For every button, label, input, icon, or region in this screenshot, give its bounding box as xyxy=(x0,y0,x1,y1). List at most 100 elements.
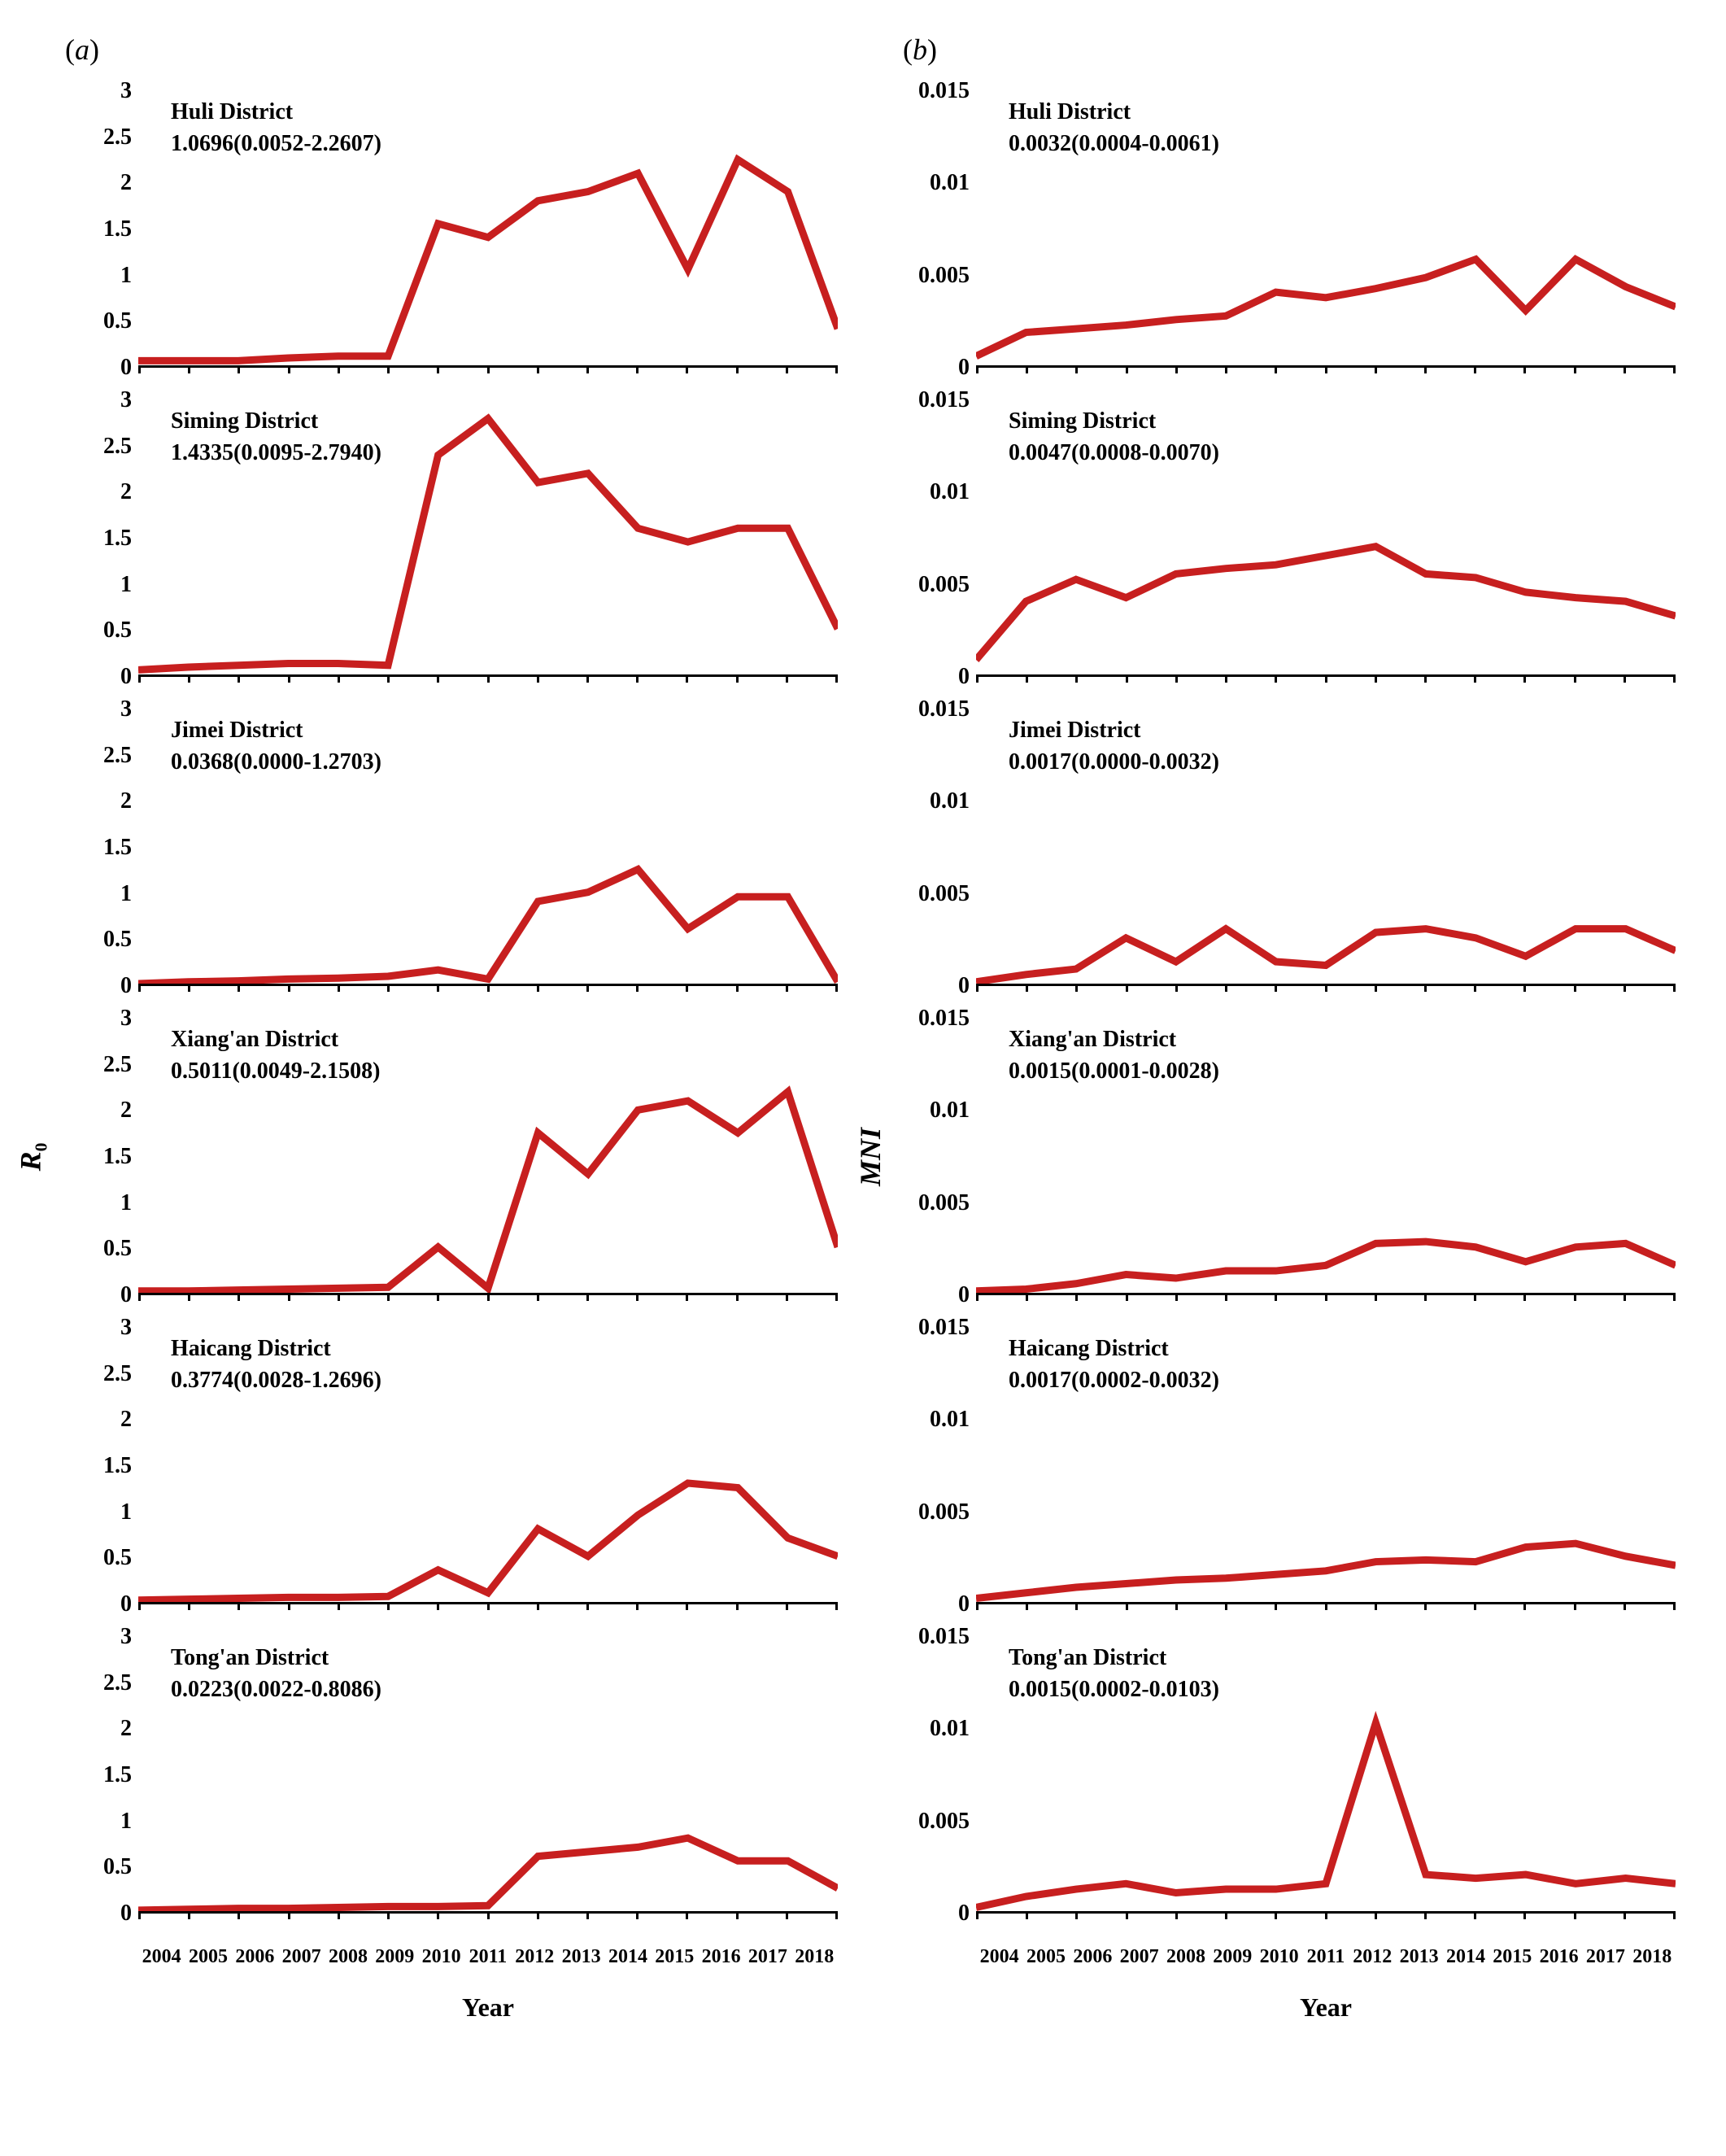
chart-a-3: 32.521.510.50Xiang'an District0.5011(0.0… xyxy=(49,1019,838,1295)
x-tick-label: 2007 xyxy=(1116,1946,1162,1968)
x-tick-label: 2009 xyxy=(372,1946,418,1968)
series-line xyxy=(138,159,838,360)
chart-subtitle: 0.0223(0.0022-0.8086) xyxy=(171,1674,381,1705)
y-ticks: 0.0150.010.0050 xyxy=(887,709,976,986)
x-tick-label: 2004 xyxy=(138,1946,185,1968)
series-line xyxy=(138,870,838,984)
series-line xyxy=(976,1242,1676,1291)
chart-title-block: Tong'an District 0.0015(0.0002-0.0103) xyxy=(1009,1642,1219,1705)
x-tick-label: 2014 xyxy=(1442,1946,1488,1968)
chart-b-5: 0.0150.010.0050 Tong'an District 0.0015(0.… xyxy=(887,1637,1676,1914)
x-tick-label: 2018 xyxy=(1629,1946,1676,1968)
y-ticks: 0.0150.010.0050 xyxy=(887,91,976,368)
x-tick-label: 2006 xyxy=(1070,1946,1116,1968)
series-line xyxy=(138,1092,838,1291)
chart-title: Siming District xyxy=(171,408,318,434)
x-tick-label: 2012 xyxy=(1349,1946,1396,1968)
x-tickmarks xyxy=(138,365,838,373)
x-tick-label: 2005 xyxy=(185,1946,231,1968)
chart-title: Xiang'an District xyxy=(171,1027,338,1052)
x-tick-label: 2012 xyxy=(512,1946,558,1968)
y-ticks: 0.0150.010.0050 xyxy=(887,400,976,677)
chart-a-5: 32.521.510.50 Tong'an District0.0223(0.00… xyxy=(49,1637,838,1914)
chart-subtitle: 0.5011(0.0049-2.1508) xyxy=(171,1055,380,1087)
chart-title-block: Haicang District0.0017(0.0002-0.0032) xyxy=(1009,1333,1219,1396)
panel-label-b: b xyxy=(903,33,1676,67)
chart-title-block: Jimei District 0.0017(0.0000-0.0032) xyxy=(1009,714,1219,778)
chart-b-3: 0.0150.010.0050 Xiang'an District 0.0015(0… xyxy=(887,1019,1676,1295)
chart-title-block: Jimei District0.0368(0.0000-1.2703) xyxy=(171,714,381,778)
x-tick-label: 2015 xyxy=(1489,1946,1536,1968)
x-tickmarks xyxy=(976,1602,1676,1610)
chart-subtitle: 1.0696(0.0052-2.2607) xyxy=(171,128,381,159)
column-a-charts: 32.521.510.50 Huli District 1.0696(0.0052-… xyxy=(49,91,838,1946)
x-tick-label: 2011 xyxy=(464,1946,511,1968)
chart-title-block: Tong'an District0.0223(0.0022-0.8086) xyxy=(171,1642,381,1705)
column-b: b 0.0150.010.0050 Huli District0.0032(0.0… xyxy=(887,33,1676,2023)
x-tick-label: 2010 xyxy=(1256,1946,1302,1968)
x-tickmarks xyxy=(976,1293,1676,1301)
x-ticks-a: 2004200520062007200820092010201120122013… xyxy=(138,1946,838,1968)
chart-a-2: 32.521.510.50 Jimei District0.0368(0.0000… xyxy=(49,709,838,986)
x-tickmarks xyxy=(976,984,1676,992)
chart-subtitle: 1.4335(0.0095-2.7940) xyxy=(171,437,381,469)
x-tick-label: 2017 xyxy=(744,1946,791,1968)
x-tickmarks xyxy=(976,1911,1676,1919)
chart-title: Xiang'an District xyxy=(1009,1027,1176,1052)
series-line xyxy=(976,1723,1676,1908)
chart-title-block: Huli District0.0032(0.0004-0.0061) xyxy=(1009,96,1219,159)
x-tick-label: 2009 xyxy=(1210,1946,1256,1968)
x-tick-label: 2011 xyxy=(1302,1946,1349,1968)
chart-title: Huli District xyxy=(171,99,293,124)
chart-subtitle: 0.0017(0.0000-0.0032) xyxy=(1009,746,1219,778)
x-tick-label: 2006 xyxy=(232,1946,278,1968)
x-tick-label: 2010 xyxy=(418,1946,464,1968)
x-tick-label: 2014 xyxy=(604,1946,651,1968)
chart-title: Jimei District xyxy=(1009,718,1141,743)
x-ticks-b: 2004200520062007200820092010201120122013… xyxy=(976,1946,1676,1968)
chart-title: Siming District xyxy=(1009,408,1156,434)
x-tick-label: 2016 xyxy=(1536,1946,1582,1968)
x-tick-label: 2007 xyxy=(278,1946,325,1968)
x-tick-label: 2015 xyxy=(652,1946,698,1968)
chart-title-block: Haicang District 0.3774(0.0028-1.2696) xyxy=(171,1333,381,1396)
y-axis-label: R0 xyxy=(13,1143,51,1172)
x-tick-label: 2018 xyxy=(791,1946,838,1968)
x-tickmarks xyxy=(138,984,838,992)
series-line xyxy=(976,929,1676,982)
series-line xyxy=(138,1483,838,1600)
chart-title-block: Xiang'an District 0.5011(0.0049-2.1508) xyxy=(171,1023,380,1087)
chart-title-block: Xiang'an District 0.0015(0.0001-0.0028) xyxy=(1009,1023,1219,1087)
figure-grid: a 32.521.510.50 Huli District 1.0696(0.005… xyxy=(49,33,1676,2023)
x-tick-label: 2008 xyxy=(325,1946,371,1968)
y-ticks: 0.0150.010.0050 xyxy=(887,1637,976,1914)
y-ticks: 0.0150.010.0050 xyxy=(887,1019,976,1295)
panel-label-a: a xyxy=(65,33,838,67)
chart-title: Huli District xyxy=(1009,99,1131,124)
series-line xyxy=(976,260,1676,356)
chart-title-block: Huli District 1.0696(0.0052-2.2607) xyxy=(171,96,381,159)
x-tick-label: 2005 xyxy=(1022,1946,1069,1968)
chart-a-1: 32.521.510.50 Siming District 1.4335(0.009… xyxy=(49,400,838,677)
chart-title: Haicang District xyxy=(171,1336,331,1361)
chart-title: Tong'an District xyxy=(1009,1645,1166,1670)
chart-title: Haicang District xyxy=(1009,1336,1169,1361)
chart-subtitle: 0.0015(0.0001-0.0028) xyxy=(1009,1055,1219,1087)
x-tickmarks xyxy=(976,674,1676,683)
chart-title-block: Siming District 0.0047(0.0008-0.0070) xyxy=(1009,405,1219,469)
series-line xyxy=(976,547,1676,660)
y-ticks: 32.521.510.50 xyxy=(49,1637,138,1914)
y-ticks: 32.521.510.50 xyxy=(49,91,138,368)
y-ticks: 32.521.510.50 xyxy=(49,400,138,677)
x-tick-label: 2008 xyxy=(1162,1946,1209,1968)
y-ticks: 0.0150.010.0050 xyxy=(887,1328,976,1604)
column-b-charts: 0.0150.010.0050 Huli District0.0032(0.000… xyxy=(887,91,1676,1946)
chart-subtitle: 0.0015(0.0002-0.0103) xyxy=(1009,1674,1219,1705)
y-ticks: 32.521.510.50 xyxy=(49,709,138,986)
chart-subtitle: 0.3774(0.0028-1.2696) xyxy=(171,1364,381,1396)
x-tickmarks xyxy=(976,365,1676,373)
chart-b-0: 0.0150.010.0050 Huli District0.0032(0.000… xyxy=(887,91,1676,368)
chart-subtitle: 0.0368(0.0000-1.2703) xyxy=(171,746,381,778)
x-tickmarks xyxy=(138,1293,838,1301)
chart-subtitle: 0.0047(0.0008-0.0070) xyxy=(1009,437,1219,469)
